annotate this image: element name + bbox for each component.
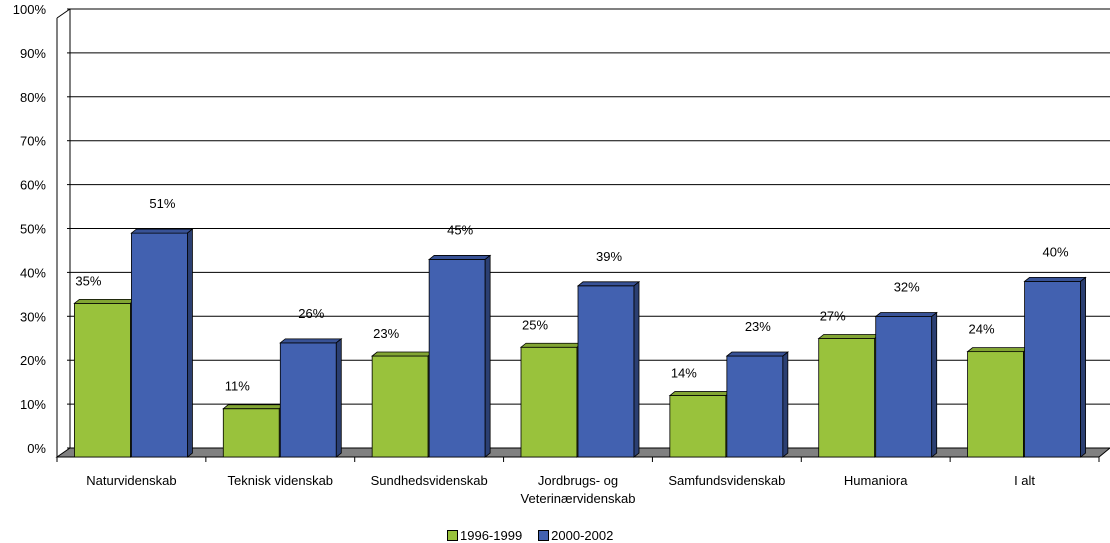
bar-2-front bbox=[726, 355, 784, 458]
bar-2-top bbox=[725, 351, 789, 357]
bar-2-side bbox=[1080, 276, 1086, 458]
data-label: 32% bbox=[894, 280, 920, 295]
bar-1-top bbox=[519, 342, 584, 348]
legend-item-series-1: 1996-1999 bbox=[447, 528, 522, 543]
y-tick-label: 90% bbox=[20, 46, 46, 61]
y-tick-label: 80% bbox=[20, 90, 46, 105]
y-tick-label: 10% bbox=[20, 397, 46, 412]
data-label: 25% bbox=[522, 317, 548, 332]
data-label: 14% bbox=[671, 366, 697, 381]
data-label: 11% bbox=[225, 379, 250, 394]
bar-2-top bbox=[576, 281, 641, 287]
bar-2-side bbox=[782, 351, 789, 458]
y-tick-label: 20% bbox=[20, 353, 46, 368]
bar-1-front bbox=[967, 351, 1024, 458]
x-category-label: Naturvidenskab bbox=[86, 473, 176, 488]
bar-2-front bbox=[131, 232, 188, 458]
bar-2-top bbox=[874, 312, 938, 317]
bar-1-top bbox=[73, 298, 137, 304]
x-category-label: Samfundsvidenskab bbox=[668, 473, 785, 488]
bar-1-front bbox=[520, 346, 578, 458]
y-tick-label: 30% bbox=[20, 309, 46, 324]
bar-2-front bbox=[577, 285, 635, 458]
y-axis-depth-line bbox=[56, 8, 71, 19]
bar-1-top bbox=[371, 351, 435, 357]
data-label: 23% bbox=[373, 326, 399, 341]
x-category-label: Sundhedsvidenskab bbox=[371, 473, 488, 488]
bar-1-front bbox=[222, 408, 280, 458]
bar-2-side bbox=[931, 311, 938, 458]
y-tick-label: 100% bbox=[13, 2, 47, 17]
x-category-label: Humaniora bbox=[844, 473, 908, 488]
bar-2-top bbox=[1023, 276, 1087, 282]
bar-2-side bbox=[187, 228, 193, 458]
data-label: 40% bbox=[1043, 244, 1069, 259]
x-category-label: Teknisk videnskab bbox=[228, 473, 334, 488]
x-category-label: I alt bbox=[1014, 473, 1035, 488]
data-label: 35% bbox=[75, 273, 101, 288]
bar-2-front bbox=[279, 342, 337, 458]
bar-2-top bbox=[279, 338, 343, 344]
chart-legend: 1996-1999 2000-2002 bbox=[447, 528, 629, 543]
bar-2-front bbox=[875, 316, 933, 458]
data-label: 23% bbox=[745, 319, 771, 334]
legend-swatch-series-1 bbox=[447, 530, 458, 541]
data-label: 45% bbox=[447, 222, 473, 237]
bar-2-top bbox=[428, 255, 492, 260]
x-category-label: Veterinærvidenskab bbox=[521, 491, 636, 506]
data-label: 51% bbox=[149, 196, 175, 211]
y-tick-label: 40% bbox=[20, 265, 46, 280]
bar-2-front bbox=[428, 259, 486, 458]
legend-label-series-1: 1996-1999 bbox=[460, 528, 523, 543]
bar-1-front bbox=[74, 302, 131, 458]
bar-1-top bbox=[668, 391, 732, 396]
bar-2-side bbox=[633, 280, 640, 458]
y-tick-label: 50% bbox=[20, 222, 46, 237]
y-tick-label: 70% bbox=[20, 134, 46, 149]
bar-1-front bbox=[818, 338, 876, 458]
legend-swatch-series-2 bbox=[538, 530, 550, 541]
legend-item-series-2: 2000-2002 bbox=[538, 528, 613, 543]
bar-2-side bbox=[335, 338, 342, 458]
legend-label-series-2: 2000-2002 bbox=[551, 528, 614, 543]
bar-1-top bbox=[966, 347, 1030, 353]
x-category-label: Jordbrugs- og bbox=[538, 473, 618, 488]
data-label: 27% bbox=[820, 308, 846, 323]
data-label: 24% bbox=[969, 322, 995, 337]
bar-1-top bbox=[817, 334, 881, 339]
bar-2-front bbox=[1024, 280, 1081, 458]
bar-1-front bbox=[371, 355, 429, 458]
bar-1-front bbox=[669, 395, 727, 458]
bar-2-top bbox=[130, 228, 194, 234]
data-label: 26% bbox=[298, 306, 324, 321]
data-label: 39% bbox=[596, 249, 622, 264]
bar-2-side bbox=[484, 254, 491, 458]
y-tick-label: 0% bbox=[27, 441, 46, 456]
bar-1-top bbox=[222, 404, 286, 410]
y-tick-label: 60% bbox=[20, 178, 46, 193]
